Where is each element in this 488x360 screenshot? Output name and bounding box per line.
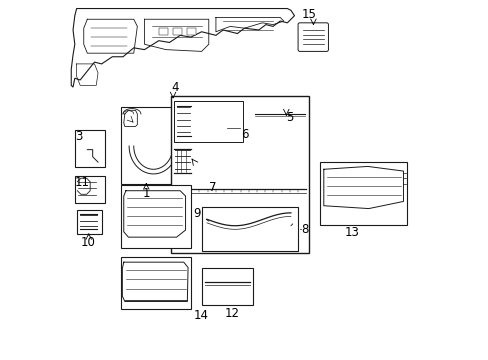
Text: 13: 13	[344, 226, 358, 239]
Bar	[201, 267, 253, 305]
Bar	[159, 28, 167, 35]
Text: 3: 3	[75, 130, 82, 143]
Text: 6: 6	[241, 128, 248, 141]
Bar	[201, 207, 298, 251]
Bar	[171, 96, 308, 253]
Bar	[75, 176, 105, 203]
Text: 14: 14	[193, 309, 208, 322]
Bar	[319, 162, 406, 225]
Text: 12: 12	[224, 307, 239, 320]
Text: 9: 9	[193, 207, 201, 220]
Text: 15: 15	[301, 8, 316, 21]
Polygon shape	[71, 9, 294, 87]
Text: 1: 1	[142, 187, 150, 200]
Bar	[187, 28, 196, 35]
Bar	[75, 130, 105, 167]
Bar	[121, 185, 190, 248]
Text: 7: 7	[208, 181, 216, 194]
Bar	[121, 107, 183, 184]
Text: 11: 11	[75, 176, 90, 189]
FancyBboxPatch shape	[298, 23, 328, 51]
Bar	[121, 257, 190, 309]
Text: 5: 5	[285, 111, 293, 125]
Bar	[173, 28, 182, 35]
Bar	[77, 210, 102, 234]
Bar	[173, 101, 243, 142]
Text: 4: 4	[171, 81, 179, 94]
Text: 10: 10	[80, 237, 95, 249]
Text: 8: 8	[301, 222, 308, 235]
